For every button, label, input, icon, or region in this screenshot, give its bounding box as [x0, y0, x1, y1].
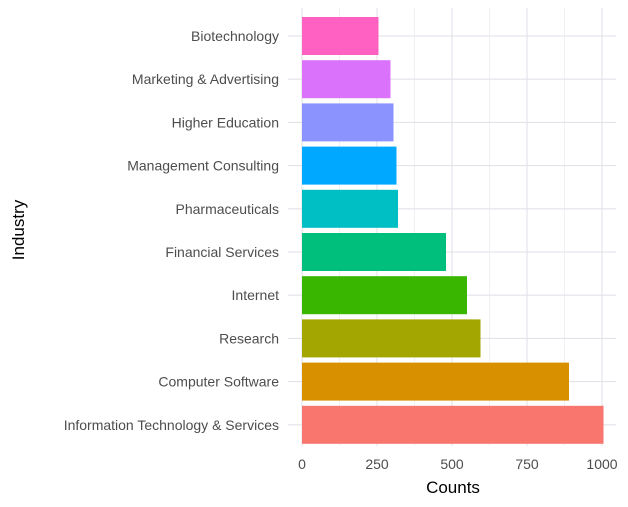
y-tick-label: Internet — [232, 287, 280, 303]
x-tick-labels: 0 250 500 750 1000 — [298, 456, 618, 472]
y-axis-title: Industry — [9, 199, 28, 260]
y-tick-label: Biotechnology — [191, 28, 279, 44]
y-tick-label: Information Technology & Services — [64, 417, 279, 433]
x-tick-label: 0 — [298, 456, 306, 472]
y-tick-label: Higher Education — [172, 114, 279, 130]
x-axis-title: Counts — [426, 478, 480, 497]
bar — [302, 276, 467, 315]
bar — [302, 233, 446, 271]
y-tick-label: Management Consulting — [127, 158, 279, 174]
bar — [302, 103, 394, 142]
y-tick-labels: Biotechnology Marketing & Advertising High… — [64, 28, 280, 433]
y-tick-label: Pharmaceuticals — [176, 201, 280, 217]
bar — [302, 146, 397, 185]
bars — [302, 17, 604, 444]
y-tick-label: Research — [219, 330, 279, 346]
y-tick-label: Computer Software — [158, 374, 279, 390]
y-tick-label: Marketing & Advertising — [132, 71, 279, 87]
bar — [302, 17, 379, 55]
x-tick-label: 750 — [515, 456, 539, 472]
bar — [302, 362, 569, 401]
bar — [302, 60, 391, 99]
bar — [302, 405, 604, 444]
y-tick-label: Financial Services — [165, 244, 279, 260]
bar — [302, 319, 481, 358]
x-tick-label: 1000 — [586, 456, 617, 472]
x-tick-label: 500 — [440, 456, 464, 472]
bar — [302, 189, 398, 228]
x-tick-label: 250 — [365, 456, 389, 472]
